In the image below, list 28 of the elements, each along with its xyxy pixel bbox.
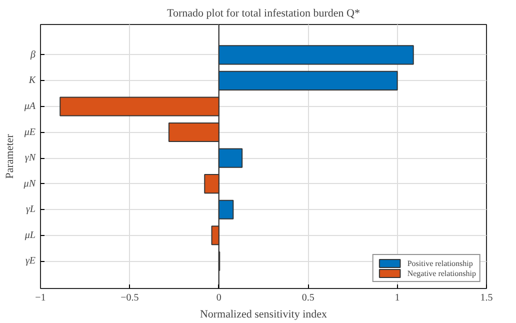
bar: [218, 200, 234, 220]
y-tick-label: γL: [26, 204, 36, 216]
legend-label: Negative relationship: [407, 268, 476, 278]
bar: [218, 70, 398, 90]
y-tick-label: μE: [23, 126, 36, 138]
y-tick-label: μA: [23, 100, 36, 112]
bar: [204, 174, 220, 194]
chart-title: Tornado plot for total infestation burden Q*: [167, 8, 360, 20]
x-tick-label: 0.5: [302, 292, 314, 304]
y-tick-label: β: [30, 49, 36, 60]
x-axis-title: Normalized sensitivity index: [200, 308, 328, 320]
y-tick-label: μL: [24, 230, 36, 241]
x-tick-label: 0: [216, 292, 222, 304]
y-tick-label: K: [28, 75, 37, 86]
y-tick-label: γE: [25, 256, 36, 267]
bar: [60, 96, 220, 116]
legend-label: Positive relationship: [407, 258, 473, 268]
x-tick-label: 1.5: [480, 292, 493, 304]
bar: [218, 148, 243, 168]
y-tick-label: γN: [24, 152, 37, 164]
y-axis-title: Parameter: [4, 134, 16, 179]
x-tick-label: 1: [394, 292, 400, 304]
bar: [218, 45, 414, 65]
x-tick-label: −0.5: [120, 292, 139, 304]
x-tick-label: −1: [35, 292, 46, 304]
y-tick-label: μN: [22, 178, 37, 190]
bar: [168, 122, 220, 142]
bar: [211, 226, 220, 246]
